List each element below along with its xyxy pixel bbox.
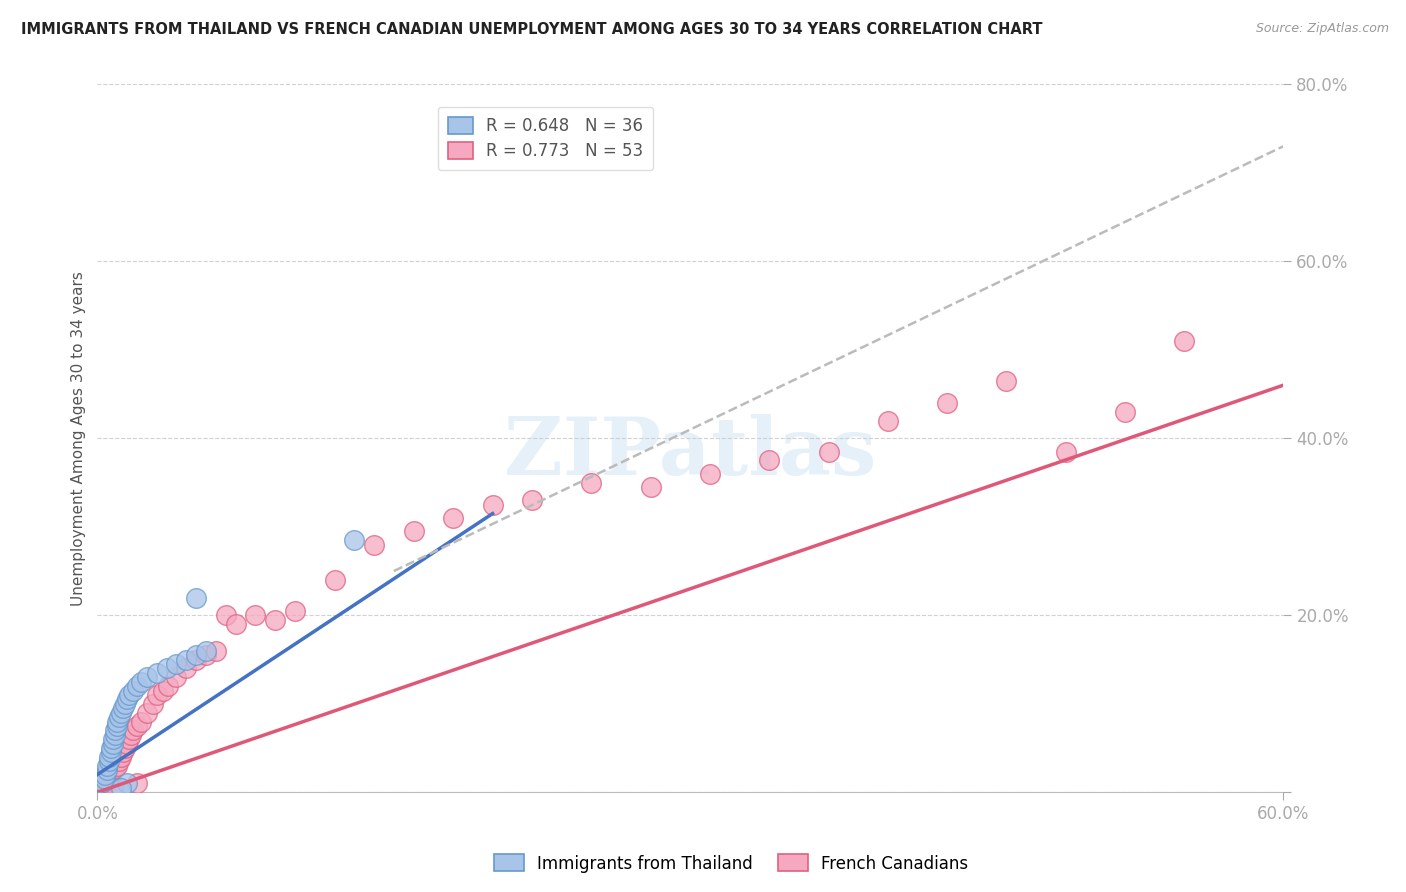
Text: ZIPatlas: ZIPatlas: [505, 414, 876, 491]
Point: [94, 772, 117, 786]
Point: [114, 697, 136, 711]
Point: [155, 661, 177, 675]
Point: [100, 741, 122, 756]
Point: [98, 754, 121, 768]
Point: [174, 652, 197, 666]
Point: [165, 657, 187, 671]
Point: [91, 778, 114, 792]
Point: [145, 688, 167, 702]
Point: [195, 644, 218, 658]
Point: [129, 674, 152, 689]
Point: [581, 475, 603, 490]
Point: [98, 772, 121, 786]
Point: [186, 591, 208, 605]
Point: [115, 737, 138, 751]
Text: IMMIGRANTS FROM THAILAND VS FRENCH CANADIAN UNEMPLOYMENT AMONG AGES 30 TO 34 YEA: IMMIGRANTS FROM THAILAND VS FRENCH CANAD…: [21, 22, 1043, 37]
Point: [195, 648, 218, 662]
Point: [114, 741, 136, 756]
Point: [225, 617, 247, 632]
Point: [122, 723, 145, 738]
Legend: R = 0.648   N = 36, R = 0.773   N = 53: R = 0.648 N = 36, R = 0.773 N = 53: [437, 107, 654, 170]
Point: [264, 613, 287, 627]
Point: [152, 683, 174, 698]
Point: [96, 758, 118, 772]
Point: [995, 374, 1018, 388]
Point: [96, 763, 118, 777]
Point: [343, 533, 366, 548]
Point: [125, 679, 148, 693]
Point: [110, 780, 132, 795]
Point: [101, 780, 124, 795]
Point: [118, 688, 141, 702]
Point: [1054, 444, 1077, 458]
Point: [115, 692, 138, 706]
Point: [186, 648, 208, 662]
Point: [135, 706, 157, 720]
Point: [90, 776, 112, 790]
Point: [112, 746, 135, 760]
Point: [817, 444, 839, 458]
Point: [758, 453, 780, 467]
Point: [122, 683, 145, 698]
Point: [118, 732, 141, 747]
Point: [363, 537, 385, 551]
Point: [104, 723, 127, 738]
Point: [104, 728, 127, 742]
Point: [323, 573, 346, 587]
Point: [115, 776, 138, 790]
Point: [125, 776, 148, 790]
Point: [104, 760, 127, 774]
Point: [101, 763, 124, 777]
Point: [1173, 334, 1195, 348]
Point: [186, 652, 208, 666]
Point: [142, 697, 165, 711]
Legend: Immigrants from Thailand, French Canadians: Immigrants from Thailand, French Canadia…: [488, 847, 974, 880]
Point: [876, 414, 898, 428]
Y-axis label: Unemployment Among Ages 30 to 34 years: Unemployment Among Ages 30 to 34 years: [72, 271, 86, 606]
Point: [98, 750, 121, 764]
Point: [441, 511, 464, 525]
Point: [936, 396, 959, 410]
Point: [145, 665, 167, 680]
Point: [110, 750, 132, 764]
Point: [165, 670, 187, 684]
Point: [481, 498, 503, 512]
Point: [402, 524, 425, 539]
Point: [112, 701, 135, 715]
Point: [100, 746, 122, 760]
Point: [129, 714, 152, 729]
Point: [94, 776, 117, 790]
Point: [110, 706, 132, 720]
Point: [105, 758, 128, 772]
Point: [284, 604, 307, 618]
Point: [94, 767, 117, 781]
Text: Source: ZipAtlas.com: Source: ZipAtlas.com: [1256, 22, 1389, 36]
Point: [215, 608, 238, 623]
Point: [96, 774, 118, 789]
Point: [108, 710, 131, 724]
Point: [101, 737, 124, 751]
Point: [125, 719, 148, 733]
Point: [120, 728, 142, 742]
Point: [1114, 405, 1136, 419]
Point: [135, 670, 157, 684]
Point: [105, 719, 128, 733]
Point: [174, 661, 197, 675]
Point: [699, 467, 721, 481]
Point: [101, 732, 124, 747]
Point: [91, 774, 114, 789]
Point: [105, 714, 128, 729]
Point: [640, 480, 662, 494]
Point: [520, 493, 543, 508]
Point: [90, 780, 112, 795]
Point: [100, 767, 122, 781]
Point: [205, 644, 228, 658]
Point: [157, 679, 180, 693]
Point: [108, 754, 131, 768]
Point: [245, 608, 267, 623]
